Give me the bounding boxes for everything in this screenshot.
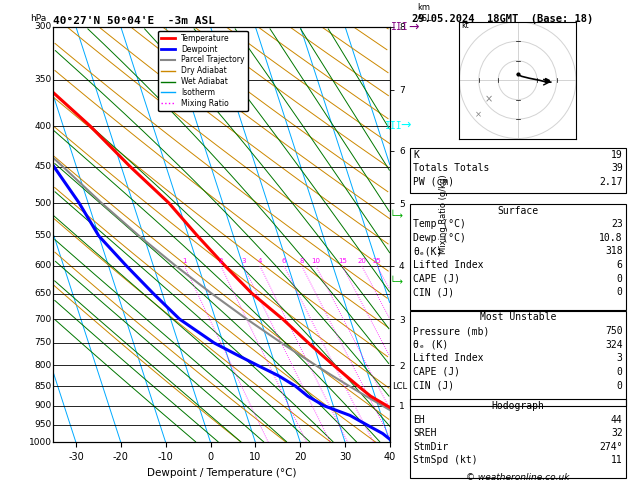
Text: 10: 10 <box>311 258 320 264</box>
Text: 0: 0 <box>617 287 623 297</box>
Legend: Temperature, Dewpoint, Parcel Trajectory, Dry Adiabat, Wet Adiabat, Isotherm, Mi: Temperature, Dewpoint, Parcel Trajectory… <box>159 31 248 111</box>
Text: EH: EH <box>413 415 425 425</box>
Text: θₑ (K): θₑ (K) <box>413 340 448 350</box>
Text: Lifted Index: Lifted Index <box>413 353 484 364</box>
Text: III: III <box>385 122 403 131</box>
Text: 4: 4 <box>258 258 262 264</box>
Text: 2.17: 2.17 <box>599 177 623 187</box>
Text: StmSpd (kt): StmSpd (kt) <box>413 455 478 466</box>
Text: 650: 650 <box>35 289 52 298</box>
Text: 1000: 1000 <box>29 438 52 447</box>
Text: 11: 11 <box>611 455 623 466</box>
Text: 700: 700 <box>35 314 52 324</box>
Text: K: K <box>413 150 419 160</box>
Text: 40°27'N 50°04'E  -3m ASL: 40°27'N 50°04'E -3m ASL <box>53 16 216 26</box>
Text: 600: 600 <box>35 261 52 270</box>
Text: →: → <box>400 119 411 132</box>
Text: LCL: LCL <box>392 382 407 392</box>
Text: 850: 850 <box>35 382 52 391</box>
Text: 32: 32 <box>611 428 623 438</box>
Text: →: → <box>408 21 419 34</box>
Text: III: III <box>391 22 409 32</box>
Text: CAPE (J): CAPE (J) <box>413 274 460 284</box>
Text: CIN (J): CIN (J) <box>413 381 454 391</box>
Text: km
ASL: km ASL <box>417 3 433 22</box>
Text: 2: 2 <box>219 258 223 264</box>
Text: Dewp (°C): Dewp (°C) <box>413 233 466 243</box>
Text: 23: 23 <box>611 219 623 229</box>
Text: 318: 318 <box>605 246 623 257</box>
Text: 750: 750 <box>35 338 52 347</box>
Text: Lifted Index: Lifted Index <box>413 260 484 270</box>
Text: Surface: Surface <box>498 206 538 216</box>
Text: 15: 15 <box>338 258 347 264</box>
Text: Most Unstable: Most Unstable <box>480 312 556 323</box>
Text: 400: 400 <box>35 122 52 131</box>
Text: kt: kt <box>461 21 469 30</box>
X-axis label: Dewpoint / Temperature (°C): Dewpoint / Temperature (°C) <box>147 468 296 478</box>
Text: 324: 324 <box>605 340 623 350</box>
Text: 8: 8 <box>299 258 304 264</box>
Text: Totals Totals: Totals Totals <box>413 163 489 174</box>
Text: 550: 550 <box>35 231 52 241</box>
Text: ×: × <box>484 95 493 104</box>
Text: └→: └→ <box>390 211 404 221</box>
Text: 0: 0 <box>617 381 623 391</box>
Text: PW (cm): PW (cm) <box>413 177 454 187</box>
Text: θₑ(K): θₑ(K) <box>413 246 443 257</box>
Text: © weatheronline.co.uk: © weatheronline.co.uk <box>466 473 570 482</box>
Text: 750: 750 <box>605 326 623 336</box>
Text: 1: 1 <box>182 258 187 264</box>
Text: 3: 3 <box>241 258 246 264</box>
Text: SREH: SREH <box>413 428 437 438</box>
Text: 450: 450 <box>35 162 52 171</box>
Text: 20: 20 <box>357 258 366 264</box>
Text: 29.05.2024  18GMT  (Base: 18): 29.05.2024 18GMT (Base: 18) <box>412 14 593 24</box>
Text: 0: 0 <box>617 274 623 284</box>
Text: Mixing Ratio (g/kg): Mixing Ratio (g/kg) <box>439 174 448 254</box>
Text: Pressure (mb): Pressure (mb) <box>413 326 489 336</box>
Text: 274°: 274° <box>599 442 623 452</box>
Text: hPa: hPa <box>30 14 46 22</box>
Text: 39: 39 <box>611 163 623 174</box>
Text: 44: 44 <box>611 415 623 425</box>
Text: └→: └→ <box>390 277 404 287</box>
Text: CIN (J): CIN (J) <box>413 287 454 297</box>
Text: StmDir: StmDir <box>413 442 448 452</box>
Text: 800: 800 <box>35 361 52 370</box>
Text: 10.8: 10.8 <box>599 233 623 243</box>
Text: 350: 350 <box>35 75 52 85</box>
Text: CAPE (J): CAPE (J) <box>413 367 460 377</box>
Text: 3: 3 <box>617 353 623 364</box>
Text: 950: 950 <box>35 420 52 429</box>
Text: 6: 6 <box>617 260 623 270</box>
Text: Temp (°C): Temp (°C) <box>413 219 466 229</box>
Text: 6: 6 <box>282 258 286 264</box>
Text: Hodograph: Hodograph <box>491 401 545 411</box>
Text: ×: × <box>476 111 482 120</box>
Text: 19: 19 <box>611 150 623 160</box>
Text: 0: 0 <box>617 367 623 377</box>
Text: 300: 300 <box>35 22 52 31</box>
Text: 25: 25 <box>373 258 382 264</box>
Text: 900: 900 <box>35 401 52 410</box>
Text: 500: 500 <box>35 199 52 208</box>
